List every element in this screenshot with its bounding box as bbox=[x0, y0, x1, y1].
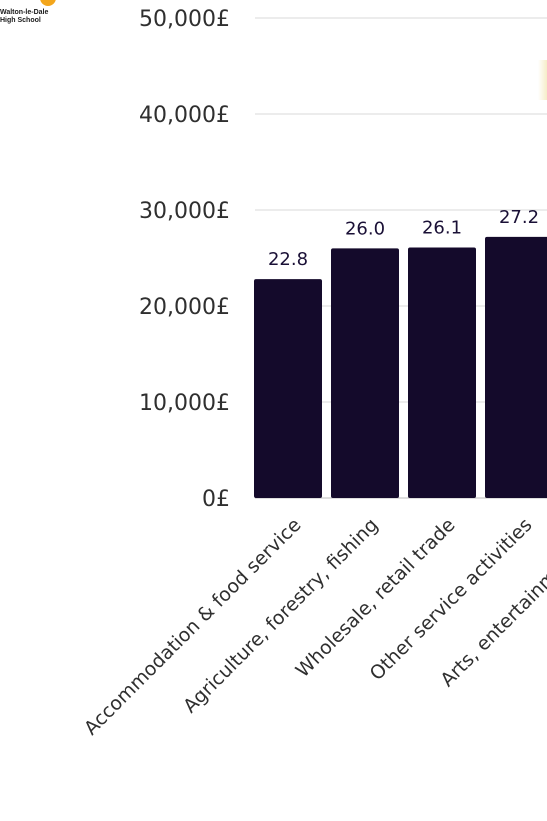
bars bbox=[254, 236, 547, 498]
school-logo: Walton-le-Dale High School bbox=[0, 0, 90, 34]
bar bbox=[254, 279, 322, 498]
data-label: 26.1 bbox=[422, 217, 462, 238]
logo-line-2: High School bbox=[0, 17, 41, 24]
y-axis-ticks: 0£ 10,000£ 20,000£ 30,000£ 40,000£ 50,000£ bbox=[139, 7, 230, 512]
y-tick-label: 40,000£ bbox=[139, 103, 230, 128]
logo-text: Walton-le-Dale High School bbox=[0, 9, 48, 25]
data-label: 22.8 bbox=[268, 249, 308, 270]
bar bbox=[331, 248, 399, 498]
y-tick-label: 10,000£ bbox=[139, 391, 230, 416]
data-label: 26.0 bbox=[345, 218, 385, 239]
y-tick-label: 50,000£ bbox=[139, 7, 230, 32]
y-tick-label: 0£ bbox=[202, 487, 230, 512]
x-tick-label: Wholesale, retail trade bbox=[292, 514, 460, 682]
y-tick-label: 20,000£ bbox=[139, 295, 230, 320]
x-tick-label: Other service activities bbox=[366, 514, 537, 685]
bar bbox=[485, 236, 547, 498]
data-labels: 22.8 26.0 26.1 27.2 bbox=[268, 207, 539, 270]
logo-line-1: Walton-le-Dale bbox=[0, 9, 49, 16]
y-tick-label: 30,000£ bbox=[139, 199, 230, 224]
x-axis-ticks: Accommodation & food serviceAgriculture,… bbox=[80, 514, 547, 740]
logo-emblem-icon bbox=[40, 0, 56, 6]
bar bbox=[408, 247, 476, 498]
data-label: 27.2 bbox=[499, 207, 539, 228]
decorative-shape bbox=[538, 60, 547, 100]
